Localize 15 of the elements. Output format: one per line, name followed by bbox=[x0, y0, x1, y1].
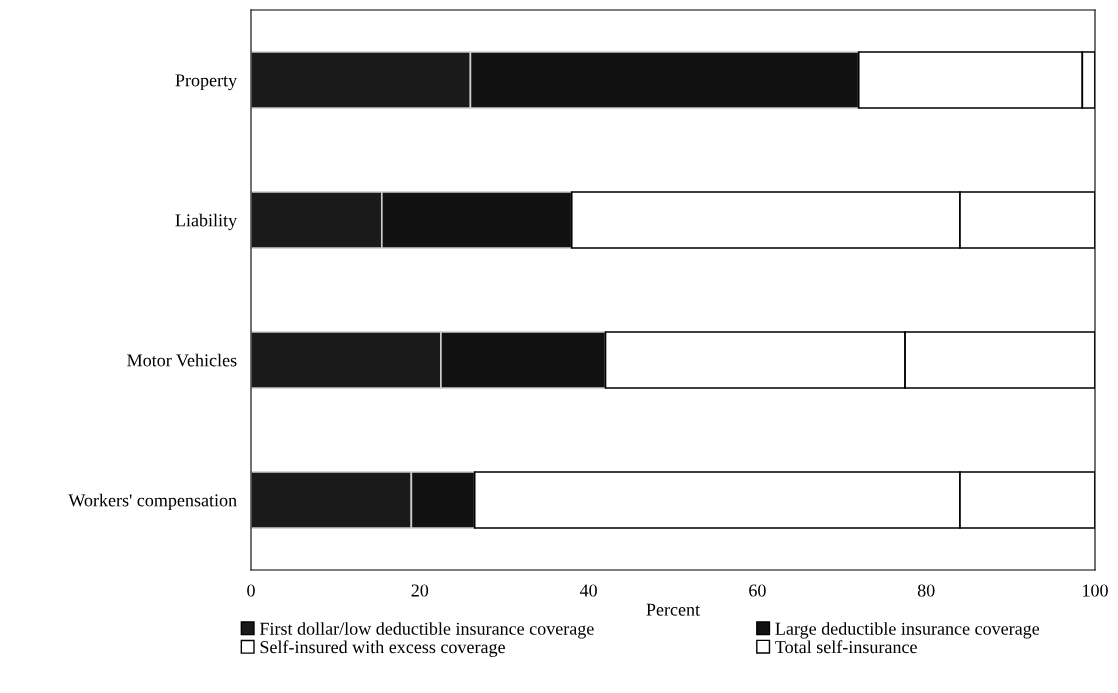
y-tick-label: Motor Vehicles bbox=[127, 353, 237, 367]
x-tick-label: 40 bbox=[579, 584, 597, 597]
x-tick-label: 20 bbox=[411, 584, 429, 597]
legend-label: Large deductible insurance coverage bbox=[775, 622, 1040, 639]
x-tick-label: 80 bbox=[917, 584, 935, 597]
legend-label: First dollar/low deductible insurance coverage bbox=[259, 622, 594, 639]
y-tick-label: Property bbox=[175, 74, 238, 91]
legend-label: Total self-insurance bbox=[775, 640, 917, 654]
x-axis-title: Percent bbox=[646, 603, 700, 616]
x-tick-label: 0 bbox=[247, 584, 255, 597]
legend-label: Self-insured with excess coverage bbox=[260, 640, 505, 657]
y-tick-label: Workers' compensation bbox=[68, 493, 237, 511]
y-tick-label: Liability bbox=[175, 213, 238, 231]
x-tick-label: 60 bbox=[749, 584, 766, 597]
x-tick-label: 100 bbox=[1083, 584, 1108, 597]
